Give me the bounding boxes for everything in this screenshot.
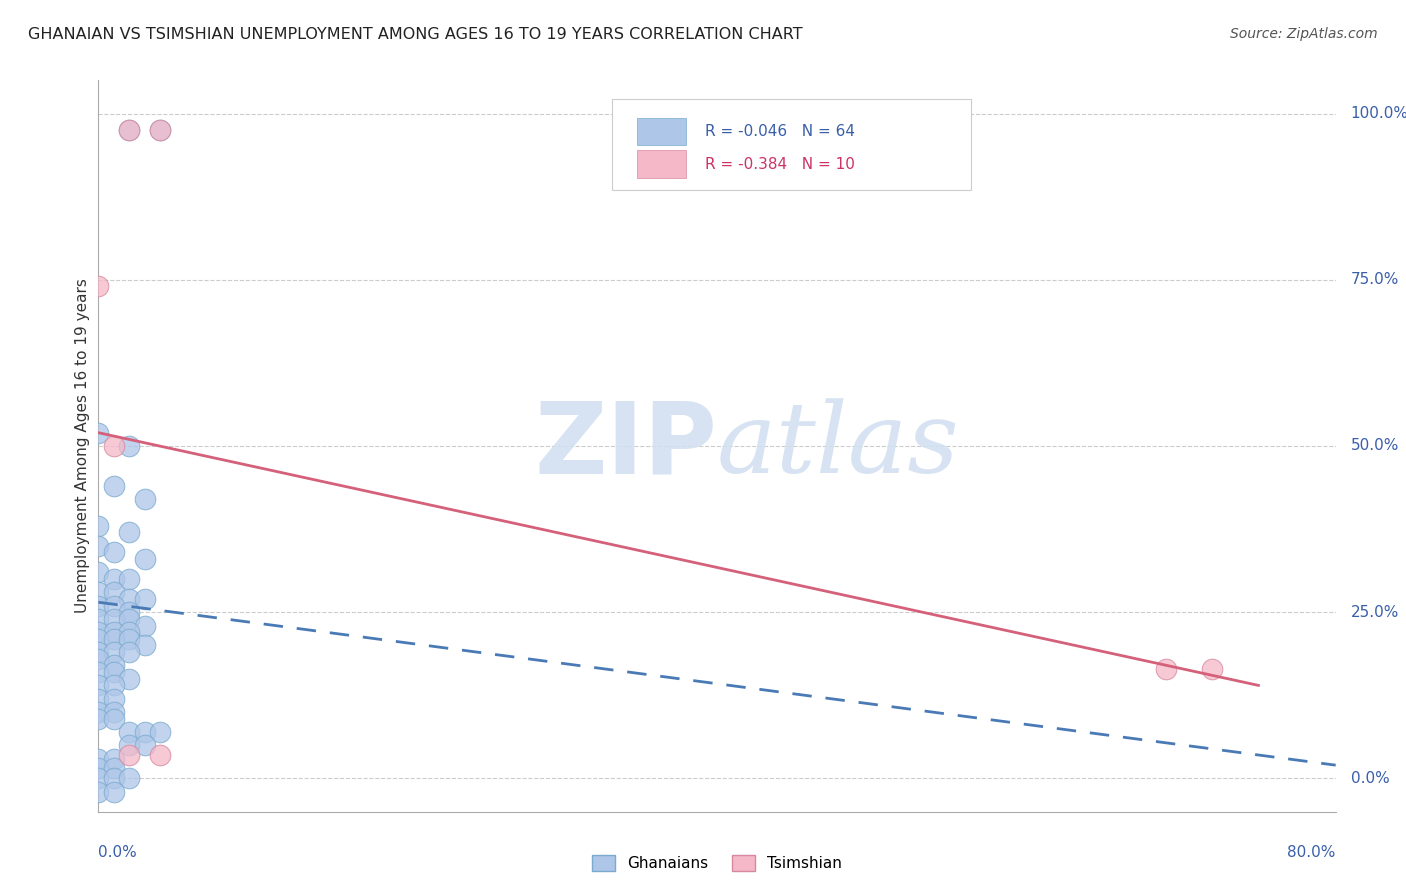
Point [149, 123, 172, 137]
Point [87, 785, 110, 799]
Point [118, 772, 141, 786]
Point [118, 748, 141, 763]
Point [118, 572, 141, 586]
Point [103, 658, 125, 673]
Point [103, 612, 125, 626]
Y-axis label: Unemployment Among Ages 16 to 19 years: Unemployment Among Ages 16 to 19 years [75, 278, 90, 614]
Point [134, 552, 156, 566]
Point [149, 725, 172, 739]
Point [1154, 662, 1177, 676]
Text: ZIP: ZIP [534, 398, 717, 494]
Point [87, 425, 110, 440]
Point [87, 625, 110, 640]
Point [118, 672, 141, 686]
Point [1201, 662, 1223, 676]
Point [118, 605, 141, 619]
Point [118, 612, 141, 626]
Text: R = -0.046   N = 64: R = -0.046 N = 64 [704, 124, 855, 139]
Point [103, 545, 125, 559]
Point [87, 566, 110, 580]
Point [103, 599, 125, 613]
Point [134, 738, 156, 752]
Point [87, 585, 110, 599]
Point [103, 572, 125, 586]
Point [118, 632, 141, 646]
Point [87, 612, 110, 626]
Point [118, 625, 141, 640]
Point [134, 639, 156, 653]
Point [87, 772, 110, 786]
Point [87, 665, 110, 679]
Text: 80.0%: 80.0% [1288, 845, 1336, 860]
Point [87, 279, 110, 293]
Point [103, 772, 125, 786]
Point [103, 691, 125, 706]
Text: GHANAIAN VS TSIMSHIAN UNEMPLOYMENT AMONG AGES 16 TO 19 YEARS CORRELATION CHART: GHANAIAN VS TSIMSHIAN UNEMPLOYMENT AMONG… [28, 27, 803, 42]
FancyBboxPatch shape [637, 151, 686, 178]
Point [103, 625, 125, 640]
Point [103, 439, 125, 453]
Point [103, 665, 125, 679]
Point [103, 751, 125, 765]
Point [87, 712, 110, 726]
Point [103, 762, 125, 776]
Point [87, 539, 110, 553]
Point [103, 632, 125, 646]
Text: 25.0%: 25.0% [1351, 605, 1399, 620]
Point [118, 525, 141, 540]
Text: 0.0%: 0.0% [1351, 771, 1389, 786]
Point [87, 678, 110, 692]
Point [118, 725, 141, 739]
Text: 50.0%: 50.0% [1351, 439, 1399, 453]
Point [87, 762, 110, 776]
Point [87, 632, 110, 646]
Point [103, 479, 125, 493]
Point [103, 785, 125, 799]
Point [118, 123, 141, 137]
Point [103, 585, 125, 599]
Point [87, 705, 110, 719]
Text: atlas: atlas [717, 399, 960, 493]
Legend: Ghanaians, Tsimshian: Ghanaians, Tsimshian [586, 849, 848, 877]
Text: Source: ZipAtlas.com: Source: ZipAtlas.com [1230, 27, 1378, 41]
Text: 0.0%: 0.0% [98, 845, 138, 860]
Point [134, 492, 156, 507]
Point [103, 645, 125, 659]
Text: R = -0.384   N = 10: R = -0.384 N = 10 [704, 157, 855, 172]
Point [118, 439, 141, 453]
Point [118, 645, 141, 659]
Point [87, 518, 110, 533]
Point [134, 591, 156, 606]
Point [118, 123, 141, 137]
Point [149, 123, 172, 137]
FancyBboxPatch shape [612, 99, 970, 190]
Text: 100.0%: 100.0% [1351, 106, 1406, 121]
Point [87, 751, 110, 765]
Point [118, 738, 141, 752]
Point [87, 652, 110, 666]
Text: 75.0%: 75.0% [1351, 272, 1399, 287]
Point [103, 678, 125, 692]
Point [134, 618, 156, 632]
Point [87, 691, 110, 706]
FancyBboxPatch shape [637, 118, 686, 145]
Point [87, 599, 110, 613]
Point [87, 645, 110, 659]
Point [134, 725, 156, 739]
Point [103, 705, 125, 719]
Point [103, 712, 125, 726]
Point [149, 748, 172, 763]
Point [118, 591, 141, 606]
